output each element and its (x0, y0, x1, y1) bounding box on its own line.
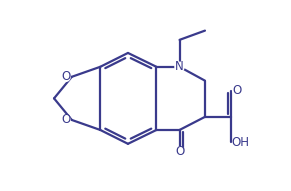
Circle shape (61, 72, 70, 81)
Text: O: O (61, 113, 70, 126)
Text: OH: OH (231, 136, 249, 149)
Circle shape (175, 147, 184, 156)
Text: O: O (175, 145, 184, 158)
Text: O: O (233, 84, 242, 97)
Text: N: N (175, 60, 184, 73)
Circle shape (175, 62, 184, 71)
Circle shape (236, 138, 245, 147)
Circle shape (61, 115, 70, 125)
Circle shape (233, 86, 242, 95)
Text: O: O (61, 70, 70, 83)
